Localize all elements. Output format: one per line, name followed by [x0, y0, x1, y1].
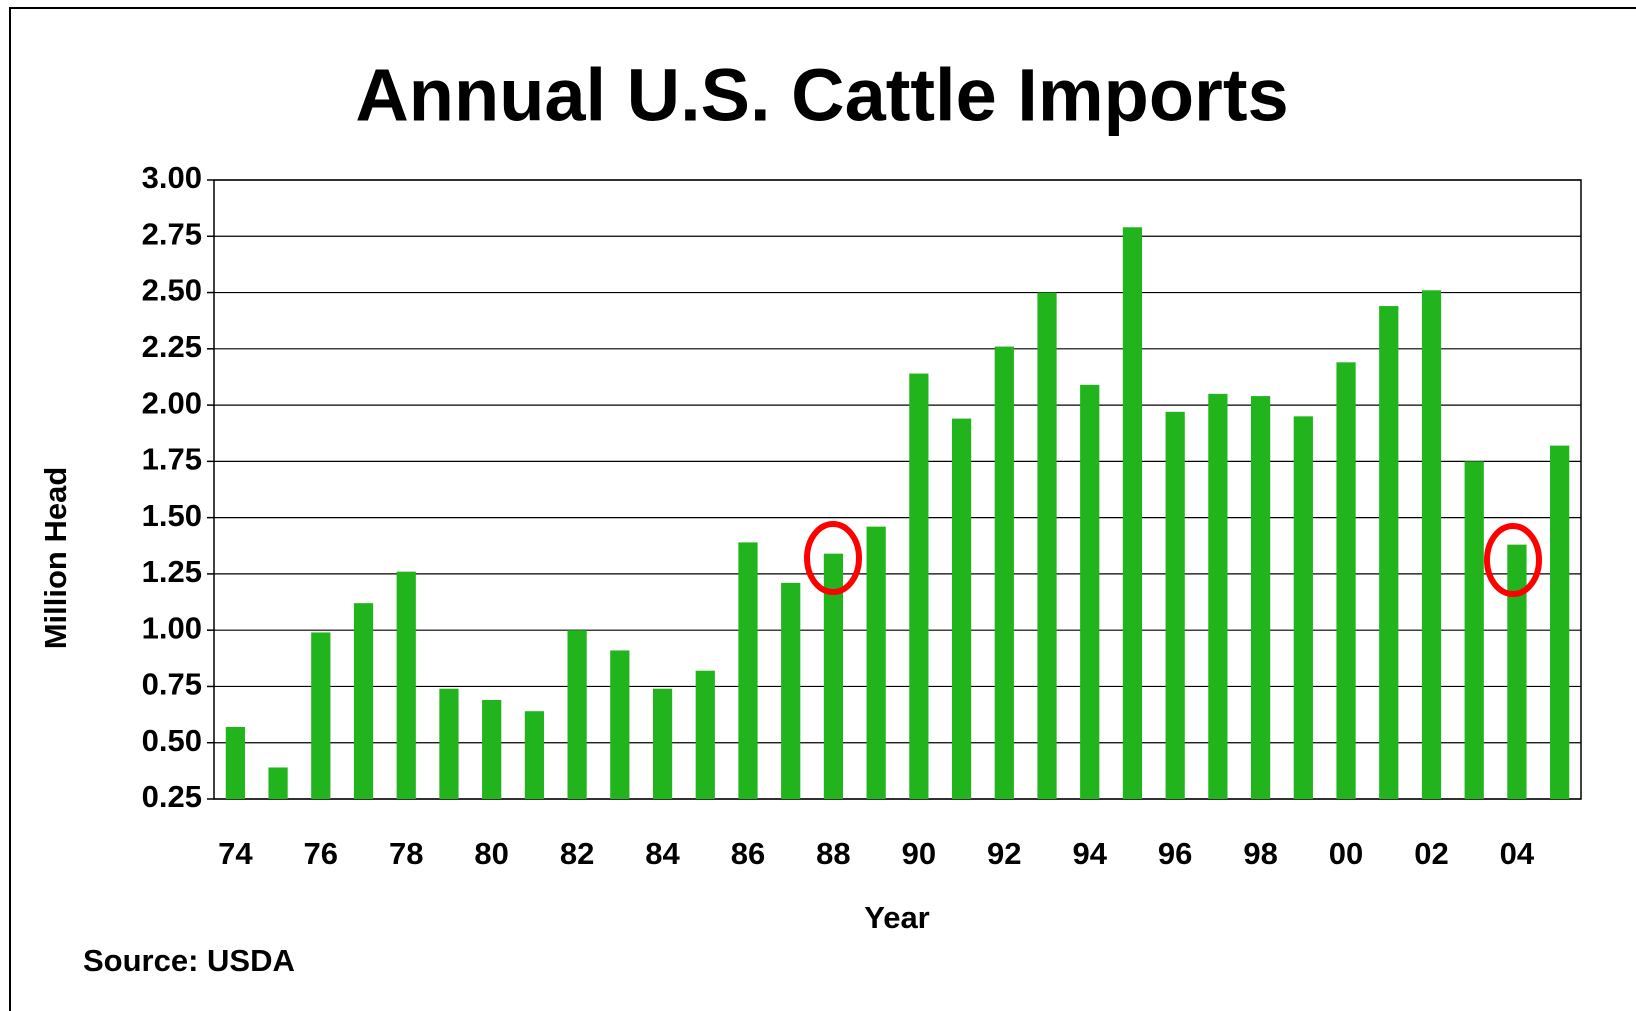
x-tick-label: 04: [1500, 836, 1535, 871]
x-tick-label: 00: [1329, 836, 1363, 871]
bar: [823, 553, 844, 799]
bar: [1336, 362, 1356, 799]
bar: [994, 346, 1014, 799]
bar: [610, 650, 630, 799]
plot-border: [213, 179, 1582, 800]
bar: [311, 632, 331, 799]
bar: [1165, 411, 1185, 799]
bar: [1250, 396, 1271, 799]
y-tick-label: 2.25: [142, 329, 202, 364]
x-tick-label: 92: [987, 836, 1021, 871]
y-tick-label: 2.75: [142, 216, 202, 251]
y-tick-label: 0.50: [142, 723, 202, 758]
y-tick-label: 1.25: [142, 554, 202, 589]
bar: [866, 526, 886, 799]
bar: [1037, 292, 1057, 799]
x-axis-title: Year: [864, 900, 930, 935]
y-tick-label: 1.75: [142, 442, 202, 477]
x-tick-label: 96: [1158, 836, 1192, 871]
y-tick-label: 0.75: [142, 667, 202, 702]
chart-title: Annual U.S. Cattle Imports: [355, 54, 1288, 137]
bar: [1421, 290, 1442, 799]
bar: [524, 711, 545, 799]
x-tick-label: 82: [560, 836, 594, 871]
highlight-circle: [1484, 523, 1542, 597]
bar: [738, 542, 758, 799]
bar: [1464, 461, 1484, 799]
bar: [695, 670, 715, 799]
bar: [1122, 227, 1143, 799]
y-tick-label: 2.50: [142, 273, 202, 308]
bar: [482, 699, 502, 799]
y-tick-label: 0.25: [142, 779, 202, 814]
x-tick-label: 86: [731, 836, 765, 871]
y-tick-label: 3.00: [142, 160, 202, 195]
x-tick-label: 80: [474, 836, 508, 871]
x-tick-label: 94: [1072, 836, 1107, 871]
bar: [567, 630, 587, 799]
x-tick-label: 76: [304, 836, 338, 871]
x-tick-label: 90: [902, 836, 936, 871]
bar: [1293, 416, 1313, 799]
bar: [1379, 306, 1399, 799]
x-tick-label: 02: [1414, 836, 1448, 871]
bar: [268, 767, 288, 799]
x-tick-label: 88: [816, 836, 850, 871]
x-tick-label: 84: [645, 836, 680, 871]
bar: [1507, 544, 1527, 799]
bar: [909, 373, 929, 799]
bar: [781, 582, 801, 799]
y-tick-label: 1.00: [142, 610, 202, 645]
source: Source: USDA: [83, 943, 295, 978]
y-axis-title: Million Head: [38, 467, 73, 650]
bar: [396, 571, 416, 799]
highlight-circle: [804, 521, 862, 595]
y-tick-label: 2.00: [142, 385, 202, 420]
x-tick-label: 74: [218, 836, 253, 871]
plot-area: 0.25 0.50 0.75 1.00 1.25 1.50 1.75 2.00 2.25 2.50…: [142, 160, 1582, 871]
frame: [9, 7, 1636, 1011]
y-tick-label: 1.50: [142, 498, 202, 533]
bar: [225, 726, 245, 799]
bar: [353, 603, 374, 799]
bar: [1080, 384, 1100, 799]
bar: [439, 688, 459, 799]
bar: [1550, 445, 1570, 799]
x-tick-label: 98: [1243, 836, 1277, 871]
bar: [1208, 393, 1228, 799]
x-tick-label: 78: [389, 836, 423, 871]
bar: [951, 418, 972, 799]
bar: [652, 688, 673, 799]
